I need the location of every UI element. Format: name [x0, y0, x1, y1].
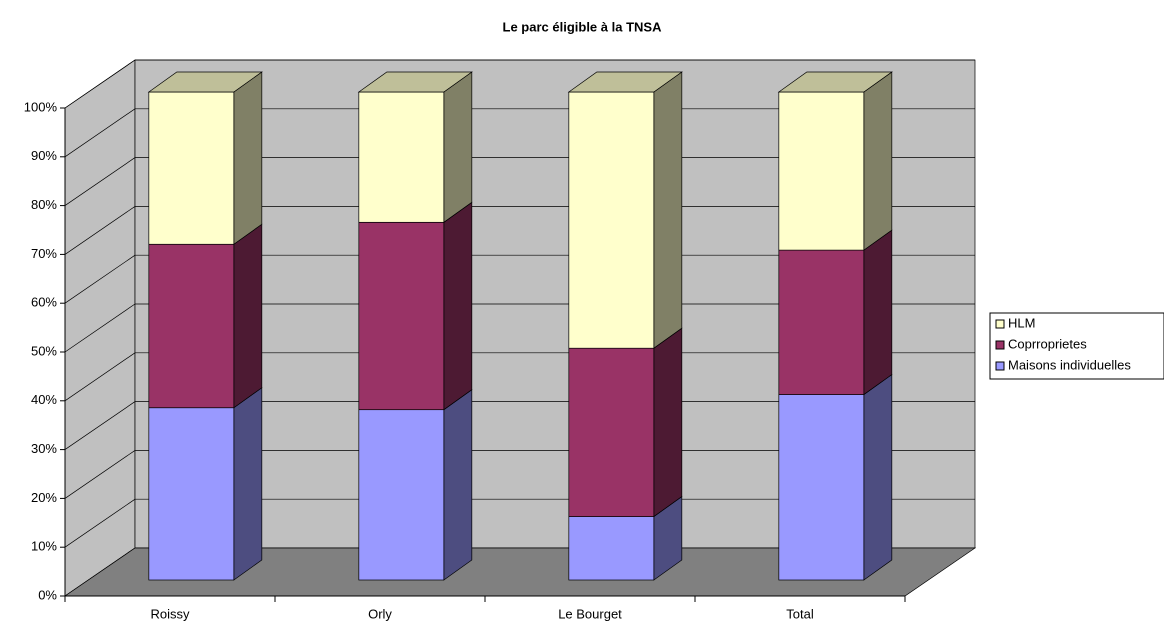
bar-top: [567, 71, 683, 93]
bar-side: [443, 201, 473, 411]
bar-side: [233, 223, 263, 409]
x-tick-label: Total: [786, 606, 814, 621]
y-tick-label: 50%: [31, 343, 57, 358]
grid-line: [64, 498, 136, 548]
y-tick-label: 40%: [31, 392, 57, 407]
bar: [148, 243, 235, 409]
chart-title: Le parc éligible à la TNSA: [503, 19, 663, 34]
y-tick-label: 100%: [24, 99, 58, 114]
bar-side: [443, 71, 473, 223]
y-tick-label: 30%: [31, 441, 57, 456]
bar-top: [357, 71, 473, 93]
bar: [358, 91, 445, 223]
y-tick-label: 80%: [31, 197, 57, 212]
legend-box: [989, 312, 1164, 380]
bar-side: [863, 229, 893, 396]
bar-side: [233, 71, 263, 245]
grid-line: [64, 108, 136, 158]
bar: [778, 249, 865, 395]
x-tick-label: Le Bourget: [558, 606, 622, 621]
y-tick-label: 10%: [31, 539, 57, 554]
y-tick-label: 0%: [38, 587, 57, 602]
bar: [358, 409, 445, 581]
grid-line: [64, 303, 136, 353]
grid-line: [64, 206, 136, 255]
bar: [148, 91, 235, 245]
bar-side: [653, 71, 683, 349]
legend-label: Coprroprietes: [1008, 336, 1087, 351]
legend-swatch: [995, 319, 1005, 329]
legend-swatch: [995, 361, 1005, 371]
x-tick-label: Roissy: [150, 606, 190, 621]
bar: [148, 407, 235, 581]
grid-line: [64, 59, 136, 109]
bar: [778, 91, 865, 251]
legend-swatch: [995, 340, 1005, 350]
bar: [778, 394, 865, 581]
legend-label: Maisons individuelles: [1008, 357, 1131, 372]
bar: [568, 347, 655, 517]
bar-side: [863, 373, 893, 581]
bar: [568, 91, 655, 349]
bar-side: [863, 71, 893, 251]
legend-label: HLM: [1008, 315, 1035, 330]
bar-top: [777, 71, 893, 93]
bar-top: [147, 71, 263, 93]
grid-line: [64, 157, 136, 206]
grid-line: [64, 352, 136, 402]
y-tick-label: 70%: [31, 246, 57, 261]
bar-side: [233, 387, 263, 581]
y-tick-label: 20%: [31, 490, 57, 505]
x-tick-label: Orly: [368, 606, 392, 621]
y-tick-label: 90%: [31, 148, 57, 163]
grid-line: [64, 450, 136, 499]
bar: [358, 221, 445, 411]
y-tick-label: 60%: [31, 295, 57, 310]
grid-line: [64, 254, 136, 304]
bar-side: [443, 389, 473, 581]
bar: [568, 516, 655, 581]
grid-line: [64, 401, 136, 450]
bar-side: [653, 327, 683, 518]
